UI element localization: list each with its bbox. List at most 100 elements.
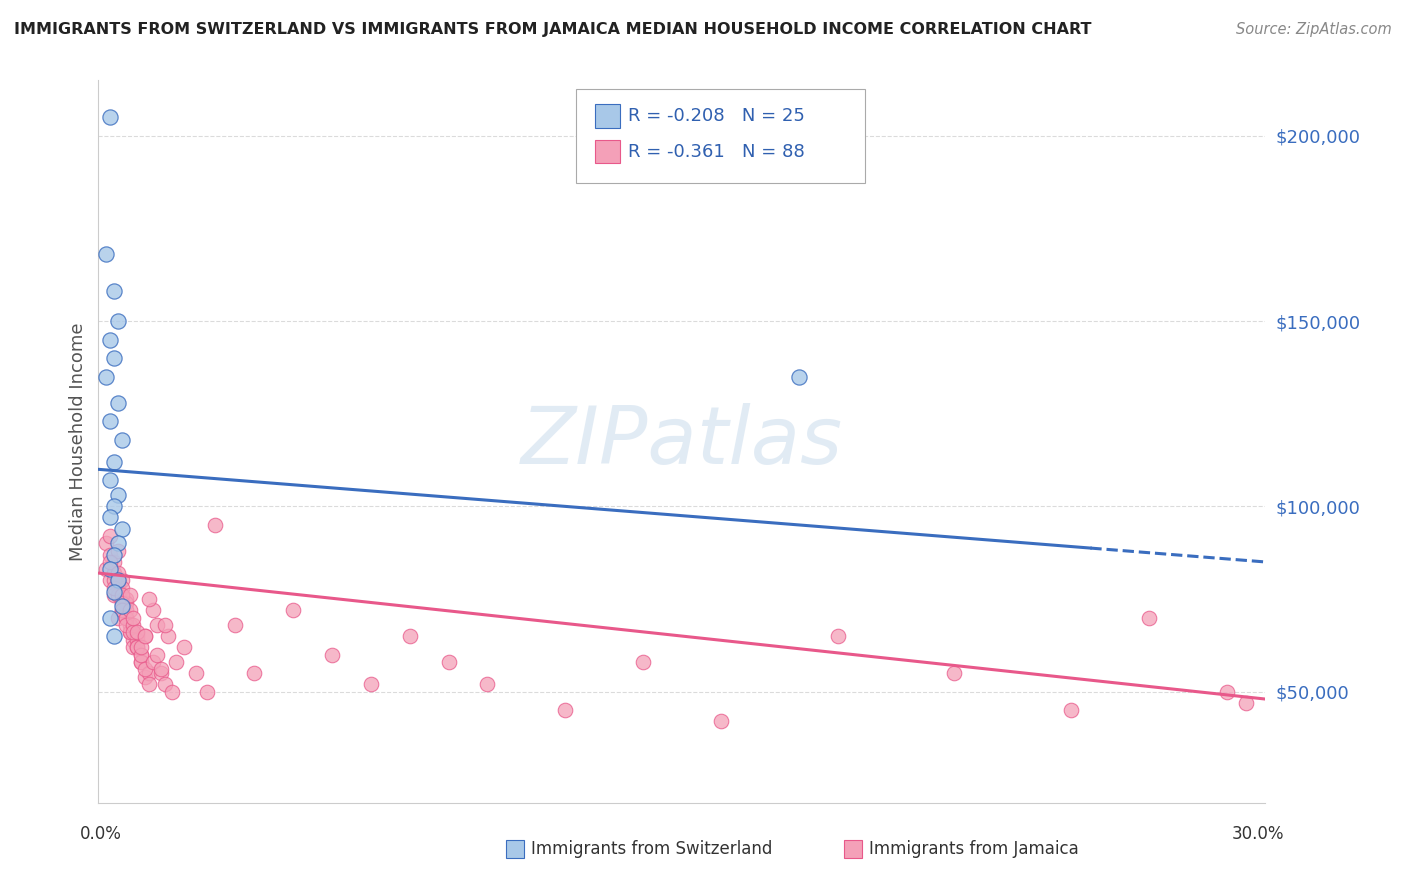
Point xyxy=(111,522,134,536)
Point xyxy=(98,510,121,524)
Point xyxy=(103,285,125,299)
Text: Immigrants from Jamaica: Immigrants from Jamaica xyxy=(869,840,1078,858)
Point xyxy=(243,666,266,681)
Point xyxy=(98,562,121,576)
Point xyxy=(1215,684,1237,698)
Point xyxy=(111,433,134,447)
Point xyxy=(122,625,145,640)
Point xyxy=(118,625,141,640)
Point xyxy=(103,588,125,602)
Point xyxy=(321,648,343,662)
Point xyxy=(157,629,180,643)
Point xyxy=(138,666,160,681)
Point xyxy=(631,655,654,669)
Point xyxy=(107,395,129,409)
Point xyxy=(98,333,121,347)
Point xyxy=(127,632,149,647)
Point xyxy=(129,648,152,662)
Point xyxy=(134,662,156,676)
Point xyxy=(107,536,129,550)
Point xyxy=(114,596,136,610)
Point xyxy=(129,655,152,669)
Point xyxy=(98,529,121,543)
Point xyxy=(103,548,125,562)
Text: R = -0.208   N = 25: R = -0.208 N = 25 xyxy=(628,107,806,125)
Point xyxy=(103,581,125,595)
Point xyxy=(107,544,129,558)
Point xyxy=(98,414,121,428)
Point xyxy=(149,662,172,676)
Point xyxy=(142,655,165,669)
Point xyxy=(111,599,134,614)
Point xyxy=(98,555,121,569)
Point xyxy=(153,618,176,632)
Point xyxy=(118,625,141,640)
Point xyxy=(195,684,218,698)
Point xyxy=(437,655,460,669)
Point xyxy=(118,588,141,602)
Point xyxy=(98,610,121,624)
Point xyxy=(162,684,184,698)
Point xyxy=(118,603,141,617)
Point xyxy=(127,640,149,655)
Point xyxy=(111,603,134,617)
Point xyxy=(129,648,152,662)
Point xyxy=(111,581,134,595)
Text: ZIPatlas: ZIPatlas xyxy=(520,402,844,481)
Point xyxy=(111,596,134,610)
Text: 0.0%: 0.0% xyxy=(80,825,122,843)
Point xyxy=(103,555,125,569)
Point xyxy=(146,648,169,662)
Point xyxy=(122,610,145,624)
Point xyxy=(1234,696,1257,710)
Point xyxy=(103,629,125,643)
Point xyxy=(554,703,576,717)
Point xyxy=(98,548,121,562)
Point xyxy=(103,455,125,469)
Point xyxy=(96,562,118,576)
Point xyxy=(204,517,226,532)
Point xyxy=(114,610,136,624)
Point xyxy=(127,629,149,643)
Point xyxy=(122,632,145,647)
Point xyxy=(146,618,169,632)
Point xyxy=(103,584,125,599)
Point xyxy=(96,369,118,384)
Point xyxy=(107,610,129,624)
Point xyxy=(134,629,156,643)
Point xyxy=(98,111,121,125)
Point xyxy=(96,536,118,550)
Point xyxy=(138,592,160,607)
Point xyxy=(477,677,499,691)
Point xyxy=(107,314,129,328)
Point xyxy=(129,655,152,669)
Point xyxy=(103,574,125,588)
Point xyxy=(111,588,134,602)
Point xyxy=(111,574,134,588)
Point xyxy=(149,666,172,681)
Point xyxy=(129,640,152,655)
Point xyxy=(107,588,129,602)
Point xyxy=(138,677,160,691)
Point xyxy=(114,603,136,617)
Point xyxy=(173,640,195,655)
Point xyxy=(943,666,966,681)
Point xyxy=(122,640,145,655)
Point xyxy=(98,474,121,488)
Point xyxy=(153,677,176,691)
Point xyxy=(103,500,125,514)
Point xyxy=(118,618,141,632)
Point xyxy=(787,369,810,384)
Point xyxy=(827,629,849,643)
Point xyxy=(1137,610,1160,624)
Point xyxy=(398,629,420,643)
Point xyxy=(122,618,145,632)
Point xyxy=(103,566,125,580)
Point xyxy=(107,581,129,595)
Point xyxy=(114,592,136,607)
Point xyxy=(103,351,125,366)
Text: R = -0.361   N = 88: R = -0.361 N = 88 xyxy=(628,143,806,161)
Text: Source: ZipAtlas.com: Source: ZipAtlas.com xyxy=(1236,22,1392,37)
Point xyxy=(127,640,149,655)
Point xyxy=(98,574,121,588)
